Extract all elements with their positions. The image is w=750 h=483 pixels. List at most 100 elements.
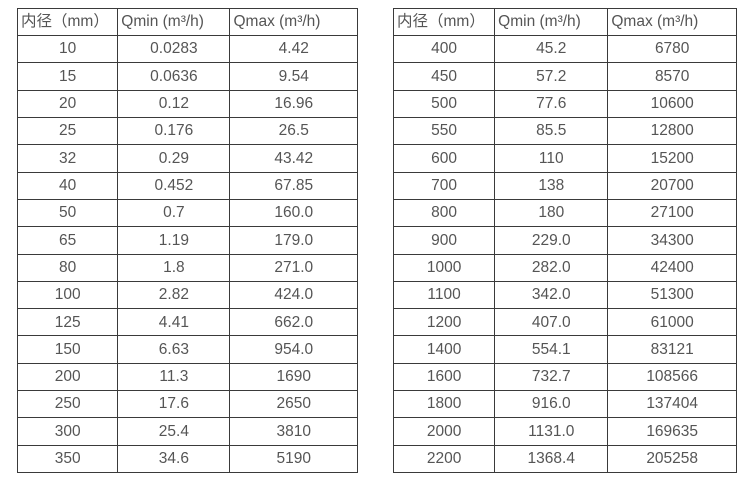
table-cell: 11.3 <box>117 362 231 392</box>
table-row: 32 0.29 43.42 <box>16 144 358 173</box>
flow-table-right: 内径（mm） Qmin (m³/h) Qmax (m³/h) 400 45.2 6780… <box>392 8 737 474</box>
table-cell: 2200 <box>392 444 496 474</box>
table-cell: 400 <box>392 34 496 64</box>
table-cell: 900 <box>392 226 496 255</box>
table-cell: 83121 <box>607 335 737 364</box>
header-cell: Qmin (m³/h) <box>494 8 609 36</box>
table-cell: 10600 <box>607 89 737 118</box>
table-cell: 61000 <box>607 308 737 337</box>
table-cell: 25 <box>16 116 119 146</box>
table-cell: 550 <box>392 116 496 146</box>
table-cell: 0.29 <box>117 144 231 173</box>
table-body: 400 45.2 6780 450 57.2 8570 500 77.6 10600 550 85.… <box>392 34 737 474</box>
table-row: 800 180 27100 <box>392 198 737 228</box>
table-cell: 9.54 <box>229 62 358 91</box>
table-row: 350 34.6 5190 <box>16 444 358 474</box>
table-cell: 229.0 <box>494 226 609 255</box>
table-cell: 4.42 <box>229 34 358 64</box>
table-cell: 0.0636 <box>117 62 231 91</box>
table-cell: 1200 <box>392 308 496 337</box>
table-cell: 2650 <box>229 390 358 419</box>
header-cell: 内径（mm） <box>16 8 119 36</box>
table-cell: 1690 <box>229 362 358 392</box>
table-cell: 0.452 <box>117 171 231 200</box>
table-row: 100 2.82 424.0 <box>16 280 358 310</box>
table-cell: 40 <box>16 171 119 200</box>
table-row: 250 17.6 2650 <box>16 390 358 419</box>
table-cell: 85.5 <box>494 116 609 146</box>
table-cell: 1100 <box>392 280 496 310</box>
table-cell: 1.19 <box>117 226 231 255</box>
table-cell: 108566 <box>607 362 737 392</box>
table-cell: 27100 <box>607 198 737 228</box>
table-cell: 800 <box>392 198 496 228</box>
table-row: 1800 916.0 137404 <box>392 390 737 419</box>
table-cell: 2000 <box>392 417 496 446</box>
table-row: 25 0.176 26.5 <box>16 116 358 146</box>
table-cell: 424.0 <box>229 280 358 310</box>
table-cell: 0.7 <box>117 198 231 228</box>
flow-table-left-container: 内径（mm） Qmin (m³/h) Qmax (m³/h) 10 0.0283 4.4… <box>16 8 358 474</box>
table-row: 125 4.41 662.0 <box>16 308 358 337</box>
table-cell: 0.176 <box>117 116 231 146</box>
table-row: 1600 732.7 108566 <box>392 362 737 392</box>
header-cell: Qmin (m³/h) <box>117 8 231 36</box>
table-cell: 100 <box>16 280 119 310</box>
table-cell: 34.6 <box>117 444 231 474</box>
table-row: 200 11.3 1690 <box>16 362 358 392</box>
table-cell: 160.0 <box>229 198 358 228</box>
table-cell: 20 <box>16 89 119 118</box>
table-row: 400 45.2 6780 <box>392 34 737 64</box>
table-cell: 12800 <box>607 116 737 146</box>
table-body: 10 0.0283 4.42 15 0.0636 9.54 20 0.12 16.96 25 0.1… <box>16 34 358 474</box>
table-row: 600 110 15200 <box>392 144 737 173</box>
table-cell: 342.0 <box>494 280 609 310</box>
table-cell: 138 <box>494 171 609 200</box>
table-cell: 169635 <box>607 417 737 446</box>
table-row: 1100 342.0 51300 <box>392 280 737 310</box>
table-cell: 2.82 <box>117 280 231 310</box>
header-cell: Qmax (m³/h) <box>229 8 358 36</box>
table-cell: 57.2 <box>494 62 609 91</box>
table-cell: 45.2 <box>494 34 609 64</box>
table-cell: 110 <box>494 144 609 173</box>
table-cell: 10 <box>16 34 119 64</box>
table-cell: 250 <box>16 390 119 419</box>
table-row: 50 0.7 160.0 <box>16 198 358 228</box>
table-row: 20 0.12 16.96 <box>16 89 358 118</box>
table-row: 65 1.19 179.0 <box>16 226 358 255</box>
table-cell: 407.0 <box>494 308 609 337</box>
table-row: 内径（mm） Qmin (m³/h) Qmax (m³/h) <box>16 8 358 36</box>
table-cell: 0.0283 <box>117 34 231 64</box>
table-cell: 1600 <box>392 362 496 392</box>
flow-table-left: 内径（mm） Qmin (m³/h) Qmax (m³/h) 10 0.0283 4.4… <box>16 8 358 474</box>
table-cell: 1131.0 <box>494 417 609 446</box>
table-row: 2000 1131.0 169635 <box>392 417 737 446</box>
table-row: 300 25.4 3810 <box>16 417 358 446</box>
table-row: 1400 554.1 83121 <box>392 335 737 364</box>
flow-table-right-container: 内径（mm） Qmin (m³/h) Qmax (m³/h) 400 45.2 6780… <box>392 8 737 474</box>
table-cell: 300 <box>16 417 119 446</box>
table-cell: 916.0 <box>494 390 609 419</box>
table-cell: 65 <box>16 226 119 255</box>
table-cell: 180 <box>494 198 609 228</box>
table-header-row: 内径（mm） Qmin (m³/h) Qmax (m³/h) <box>392 8 737 36</box>
table-row: 15 0.0636 9.54 <box>16 62 358 91</box>
table-row: 内径（mm） Qmin (m³/h) Qmax (m³/h) <box>392 8 737 36</box>
table-row: 10 0.0283 4.42 <box>16 34 358 64</box>
table-cell: 1368.4 <box>494 444 609 474</box>
table-cell: 200 <box>16 362 119 392</box>
table-cell: 554.1 <box>494 335 609 364</box>
table-cell: 954.0 <box>229 335 358 364</box>
table-cell: 8570 <box>607 62 737 91</box>
table-cell: 282.0 <box>494 253 609 282</box>
table-row: 150 6.63 954.0 <box>16 335 358 364</box>
table-cell: 3810 <box>229 417 358 446</box>
table-row: 80 1.8 271.0 <box>16 253 358 282</box>
table-row: 40 0.452 67.85 <box>16 171 358 200</box>
table-cell: 6.63 <box>117 335 231 364</box>
table-cell: 67.85 <box>229 171 358 200</box>
table-cell: 1800 <box>392 390 496 419</box>
table-cell: 80 <box>16 253 119 282</box>
